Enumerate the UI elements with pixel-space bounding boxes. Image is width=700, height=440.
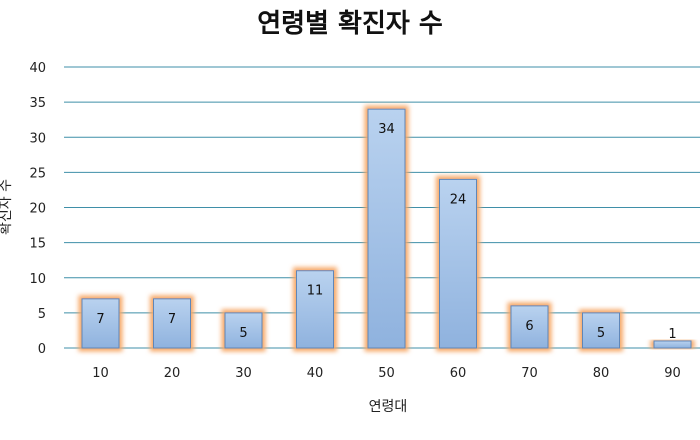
data-label: 5 (597, 326, 605, 341)
bar (296, 270, 334, 349)
x-tick-label: 10 (92, 366, 109, 381)
y-tick-label: 20 (29, 202, 46, 217)
data-label: 7 (168, 312, 176, 327)
x-tick-label: 20 (164, 366, 181, 381)
y-tick-label: 0 (38, 342, 46, 357)
y-tick-label: 25 (29, 166, 46, 181)
y-tick-label: 30 (29, 131, 46, 146)
bar (153, 298, 191, 349)
x-tick-label: 40 (307, 366, 324, 381)
data-label: 7 (96, 312, 104, 327)
bar (439, 178, 477, 349)
y-tick-label: 40 (29, 61, 46, 76)
bar (81, 298, 120, 349)
x-tick-label: 30 (235, 366, 252, 381)
y-tick-label: 10 (29, 272, 46, 287)
x-tick-label: 80 (593, 366, 610, 381)
x-tick-label: 70 (521, 366, 538, 381)
bar (582, 312, 620, 349)
bar (510, 305, 549, 349)
y-tick-label: 15 (29, 237, 46, 252)
x-tick-label: 50 (378, 366, 395, 381)
x-tick-label: 60 (450, 366, 467, 381)
x-tick-label: 90 (664, 366, 681, 381)
data-label: 24 (450, 192, 467, 207)
x-axis-ticks: 10 20 30 40 50 60 70 80 90 (92, 366, 681, 381)
y-tick-label: 35 (29, 96, 46, 111)
bars: 7 7 5 11 34 24 6 5 1 (81, 108, 692, 349)
x-axis-label: 연령대 (369, 399, 408, 415)
y-tick-label: 5 (38, 307, 46, 322)
data-label: 34 (378, 122, 395, 137)
bar (653, 340, 692, 349)
y-axis-ticks: 0 5 10 15 20 25 30 35 40 (29, 61, 46, 357)
bar (224, 312, 263, 349)
data-label: 11 (307, 284, 324, 299)
data-label: 5 (239, 326, 247, 341)
data-label: 6 (525, 319, 533, 334)
chart-title: 연령별 확진자 수 (257, 9, 443, 39)
data-label: 1 (668, 327, 676, 342)
y-axis-label: 확진자 수 (0, 179, 14, 235)
bar (367, 108, 406, 349)
